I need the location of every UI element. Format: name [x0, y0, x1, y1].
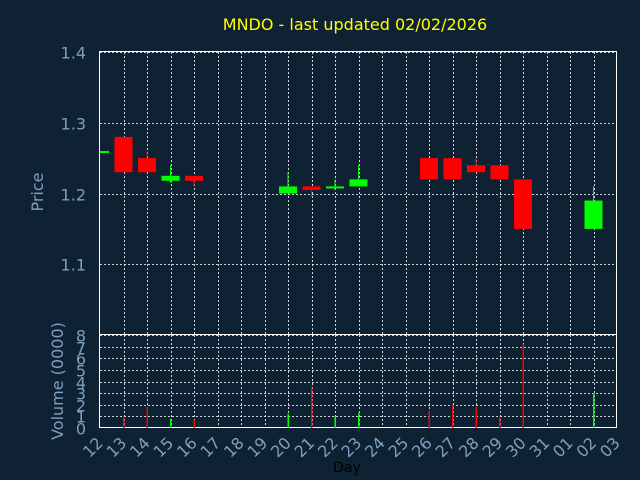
volume-tick-label: 4: [76, 374, 86, 393]
candle-body: [326, 186, 344, 189]
chart-title: MNDO - last updated 02/02/2026: [223, 15, 487, 34]
volume-bar: [499, 416, 501, 428]
volume-bar: [452, 404, 454, 428]
candle-body: [490, 165, 509, 180]
candle-body: [514, 179, 532, 229]
price-tick-label: 1.4: [61, 44, 86, 63]
candle-body: [467, 165, 485, 173]
volume-bar: [522, 344, 524, 428]
day-axis-label: Day: [333, 460, 361, 476]
candle-body: [584, 200, 603, 229]
candle-body: [185, 175, 203, 181]
price-axis-label: Price: [28, 172, 47, 211]
price-tick-label: 1.1: [61, 256, 86, 275]
volume-tick-label: 5: [76, 362, 86, 381]
volume-tick-label: 1: [76, 408, 86, 427]
price-tick-label: 1.3: [61, 115, 86, 134]
volume-bars: [123, 344, 595, 428]
volume-bar: [193, 419, 195, 428]
volume-bar: [593, 393, 595, 428]
volume-tick-label: 3: [76, 385, 86, 404]
volume-bar: [146, 407, 148, 428]
volume-bar: [311, 387, 313, 428]
price-grid: [100, 52, 617, 335]
volume-bar: [334, 416, 336, 428]
volume-tick-label: 0: [76, 420, 86, 439]
candle-body: [302, 186, 321, 190]
candles: [100, 136, 603, 229]
volume-tick-label: 8: [76, 327, 86, 346]
candle-body: [161, 175, 180, 181]
candle-body: [114, 136, 133, 173]
volume-bar: [170, 418, 172, 428]
day-axis-ticks: 1213141516171819202122232425262728293031…: [79, 433, 624, 461]
day-tick-label: 03: [596, 433, 624, 461]
volume-bar: [475, 407, 477, 428]
candle-body: [420, 158, 438, 180]
candle-body: [100, 151, 109, 154]
volume-tick-label: 2: [76, 397, 86, 416]
volume-tick-label: 6: [76, 350, 86, 369]
price-plot-frame: [99, 51, 617, 335]
volume-axis-label: Volume (0000): [48, 322, 67, 440]
candle-body: [443, 158, 462, 180]
candle-body: [138, 158, 156, 173]
candle-body: [279, 186, 297, 194]
volume-tick-label: 7: [76, 339, 86, 358]
volume-bar: [123, 416, 125, 428]
price-axis-ticks: 1.1 1.2 1.3 1.4: [61, 44, 86, 275]
volume-bar: [428, 410, 430, 428]
volume-bar: [358, 412, 360, 428]
volume-bar: [287, 414, 289, 428]
candle-body: [349, 179, 368, 187]
price-panel: 1.1 1.2 1.3 1.4 Price: [28, 44, 617, 335]
price-tick-label: 1.2: [61, 186, 86, 205]
